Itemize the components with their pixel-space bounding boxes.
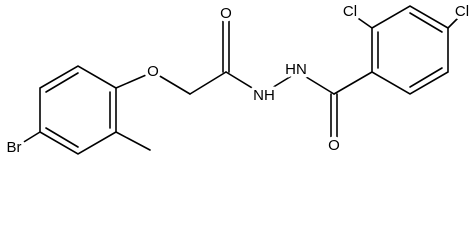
- atom-label: Cl: [455, 3, 469, 20]
- atom-label: O: [328, 137, 340, 154]
- ring: [371, 5, 449, 95]
- bonds: [13, 5, 463, 155]
- atom-label: Br: [7, 139, 22, 156]
- cl-bond: [447, 13, 463, 29]
- bond: [225, 71, 263, 95]
- double-bond: [409, 67, 443, 88]
- atom-label: O: [147, 63, 159, 80]
- br-bond: [13, 131, 41, 149]
- atom-label: NH: [253, 87, 275, 104]
- double-bond: [409, 12, 443, 33]
- bond: [333, 71, 373, 95]
- bond: [297, 71, 335, 95]
- bond: [115, 71, 154, 89]
- molecule: Br O O NH HN O Cl Cl: [3, 0, 473, 158]
- atom-label: Cl: [343, 3, 357, 20]
- bond: [152, 71, 191, 95]
- bond: [189, 71, 227, 95]
- double-bond: [45, 127, 79, 148]
- atom-label: HN: [285, 61, 307, 78]
- ring: [39, 65, 117, 155]
- methyl-bond: [115, 131, 151, 151]
- bond: [261, 71, 299, 95]
- double-bond: [45, 72, 79, 93]
- cl-bond: [351, 13, 373, 29]
- atom-labels: Br O O NH HN O Cl Cl: [3, 0, 473, 158]
- atom-label: O: [220, 5, 232, 22]
